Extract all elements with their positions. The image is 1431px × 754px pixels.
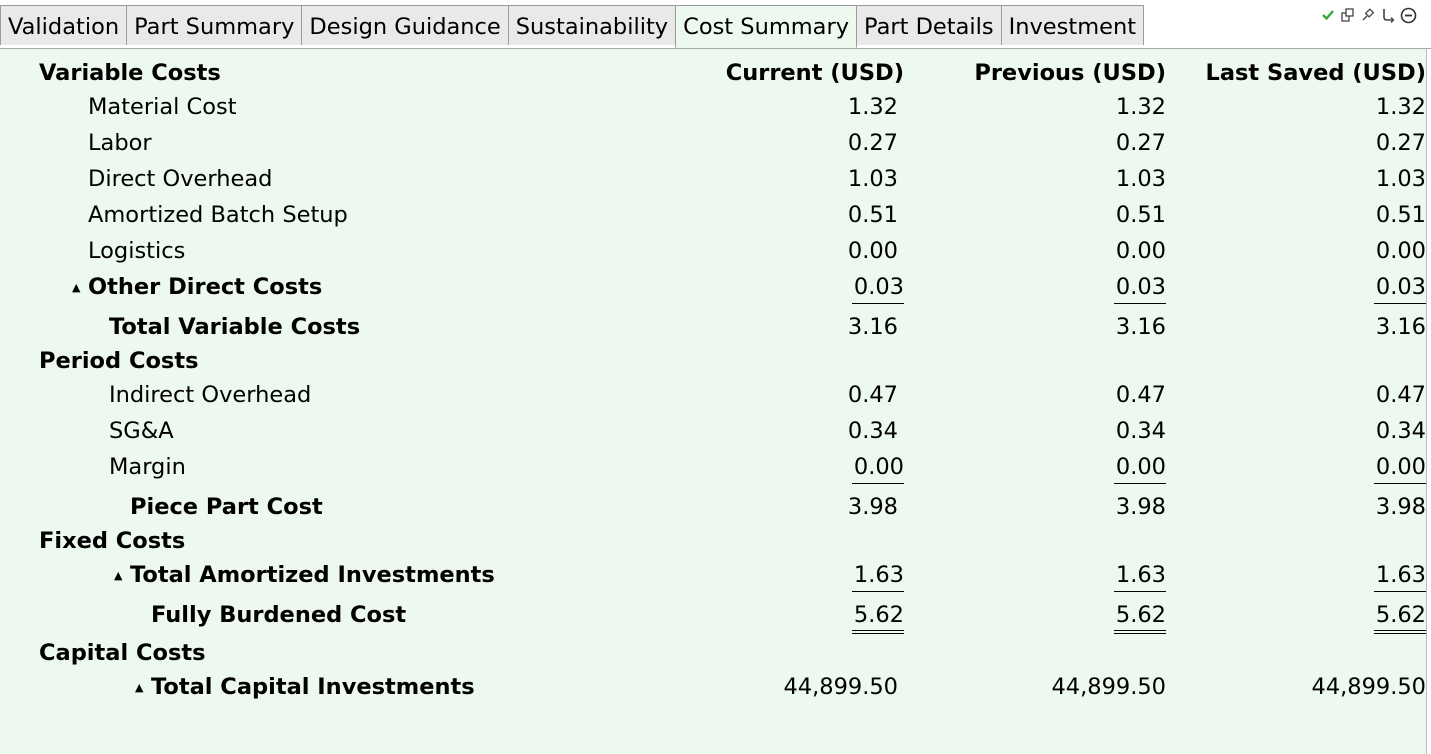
row-label: Amortized Batch Setup (88, 202, 348, 228)
row-label: Total Variable Costs (109, 314, 361, 340)
row-label: Labor (88, 130, 152, 156)
current-value: 0.00 (847, 238, 898, 264)
previous-value: 0.34 (1115, 418, 1166, 444)
last-saved-value: 0.47 (1375, 382, 1426, 408)
last-saved-value: 0.00 (1374, 453, 1426, 484)
last-saved-value: 5.62 (1374, 601, 1426, 634)
previous-value: 0.00 (1114, 453, 1166, 484)
current-value: 3.16 (847, 314, 898, 340)
last-saved-value: 1.63 (1374, 561, 1426, 592)
fixed-costs-heading: Fixed Costs (39, 528, 186, 554)
collapse-arrow-icon[interactable]: ▲ (114, 569, 123, 582)
previous-value: 3.98 (1115, 494, 1166, 520)
tab-bar: Validation Part Summary Design Guidance … (0, 0, 1431, 49)
tab-validation[interactable]: Validation (0, 5, 128, 45)
previous-value: 1.32 (1115, 94, 1166, 120)
current-value: 0.03 (852, 273, 904, 304)
tab-investment[interactable]: Investment (1000, 5, 1145, 45)
link-icon[interactable] (1379, 6, 1397, 24)
tab-design-guidance[interactable]: Design Guidance (301, 5, 509, 45)
current-value: 1.63 (852, 561, 904, 592)
previous-value: 5.62 (1114, 601, 1166, 634)
last-saved-value: 44,899.50 (1311, 674, 1426, 700)
current-value: 3.98 (847, 494, 898, 520)
variable-costs-heading: Variable Costs (39, 60, 221, 86)
tab-part-summary[interactable]: Part Summary (126, 5, 303, 45)
current-value: 44,899.50 (783, 674, 898, 700)
row-label: Margin (109, 454, 186, 480)
current-value: 0.00 (852, 453, 904, 484)
previous-value: 1.03 (1115, 166, 1166, 192)
collapse-arrow-icon[interactable]: ▲ (135, 681, 144, 694)
current-value: 0.34 (847, 418, 898, 444)
last-saved-value: 0.00 (1375, 238, 1426, 264)
tab-part-details[interactable]: Part Details (856, 5, 1002, 45)
tab-sustainability[interactable]: Sustainability (507, 5, 677, 45)
previous-value: 44,899.50 (1051, 674, 1166, 700)
row-label: Other Direct Costs (88, 274, 323, 300)
period-costs-heading: Period Costs (39, 348, 199, 374)
last-saved-column-header: Last Saved (USD) (1205, 60, 1426, 86)
clock-icon[interactable] (1399, 6, 1417, 24)
last-saved-value: 0.51 (1375, 202, 1426, 228)
previous-value: 0.51 (1115, 202, 1166, 228)
previous-column-header: Previous (USD) (974, 60, 1166, 86)
current-value: 5.62 (852, 601, 904, 634)
tab-cost-summary[interactable]: Cost Summary (675, 5, 858, 48)
row-label: Fully Burdened Cost (151, 602, 407, 628)
row-label: Total Amortized Investments (130, 562, 495, 588)
row-label: Indirect Overhead (109, 382, 312, 408)
vertical-scrollbar[interactable] (1426, 49, 1431, 754)
row-label: Logistics (88, 238, 186, 264)
detach-icon[interactable] (1339, 6, 1357, 24)
previous-value: 1.63 (1114, 561, 1166, 592)
current-value: 0.47 (847, 382, 898, 408)
previous-value: 0.00 (1115, 238, 1166, 264)
current-value: 1.03 (847, 166, 898, 192)
current-value: 0.51 (847, 202, 898, 228)
previous-value: 3.16 (1115, 314, 1166, 340)
last-saved-value: 3.98 (1375, 494, 1426, 520)
row-label: Total Capital Investments (151, 674, 475, 700)
pin-icon[interactable] (1359, 6, 1377, 24)
last-saved-value: 0.27 (1375, 130, 1426, 156)
current-column-header: Current (USD) (725, 60, 904, 86)
capital-costs-heading: Capital Costs (39, 640, 206, 666)
tab-strip: Validation Part Summary Design Guidance … (0, 5, 1145, 48)
panel-toolbar (1319, 6, 1417, 24)
cost-summary-panel: Variable Costs Current (USD) Previous (U… (0, 49, 1431, 754)
row-label: SG&A (109, 418, 174, 444)
last-saved-value: 3.16 (1375, 314, 1426, 340)
last-saved-value: 1.03 (1375, 166, 1426, 192)
last-saved-value: 0.03 (1374, 273, 1426, 304)
last-saved-value: 0.34 (1375, 418, 1426, 444)
previous-value: 0.27 (1115, 130, 1166, 156)
previous-value: 0.03 (1114, 273, 1166, 304)
row-label: Direct Overhead (88, 166, 273, 192)
current-value: 1.32 (847, 94, 898, 120)
previous-value: 0.47 (1115, 382, 1166, 408)
check-icon[interactable] (1319, 6, 1337, 24)
row-label: Piece Part Cost (130, 494, 323, 520)
current-value: 0.27 (847, 130, 898, 156)
last-saved-value: 1.32 (1375, 94, 1426, 120)
row-label: Material Cost (88, 94, 237, 120)
collapse-arrow-icon[interactable]: ▲ (72, 281, 81, 294)
